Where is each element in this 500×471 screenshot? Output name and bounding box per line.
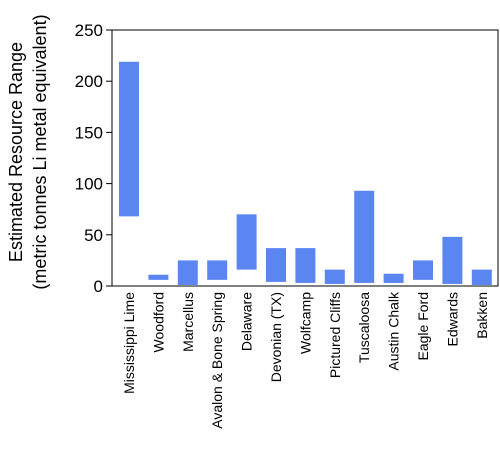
y-axis-title-line1: Estimated Resource Range <box>6 42 26 262</box>
bar <box>236 214 257 270</box>
x-tick-label: Devonian (TX) <box>268 292 284 382</box>
x-tick-label: Eagle Ford <box>415 292 431 360</box>
bar <box>119 61 139 217</box>
plot-frame <box>111 29 499 287</box>
y-axis: 0 50 100 150 200 250 <box>75 21 112 296</box>
y-tick-label: 0 <box>94 277 103 296</box>
bar <box>295 248 316 283</box>
bar <box>177 260 198 285</box>
x-tick-label: Mississippi Lime <box>121 292 137 394</box>
x-tick-label: Delaware <box>239 292 255 351</box>
bar <box>442 236 463 284</box>
x-tick-label: Wolfcamp <box>297 292 313 354</box>
y-tick-label: 200 <box>75 72 103 91</box>
x-tick-label: Woodford <box>150 292 166 352</box>
x-tick-label: Edwards <box>444 292 460 346</box>
x-tick-label: Pictured Cliffs <box>327 292 343 378</box>
y-tick-label: 100 <box>75 175 103 194</box>
y-tick-label: 150 <box>75 123 103 142</box>
x-tick-label: Austin Chalk <box>386 291 402 371</box>
x-tick-label: Avalon & Bone Spring <box>209 292 225 429</box>
bar <box>354 190 375 283</box>
bar <box>324 269 345 284</box>
y-axis-title: Estimated Resource Range (metric tonnes … <box>6 14 50 289</box>
bar <box>383 273 404 283</box>
x-tick-label: Marcellus <box>180 292 196 352</box>
y-tick-label: 250 <box>75 21 103 40</box>
y-tick-label: 50 <box>84 226 103 245</box>
x-tick-label: Tuscaloosa <box>356 292 372 363</box>
bar <box>266 248 286 282</box>
bar <box>207 260 228 280</box>
bars <box>119 61 492 285</box>
bar <box>148 274 169 280</box>
bar <box>413 260 433 280</box>
y-axis-title-line2: (metric tonnes Li metal equivalent) <box>30 14 50 289</box>
bar <box>471 269 492 285</box>
x-axis-labels: Mississippi Lime Woodford Marcellus Avalon … <box>121 291 490 429</box>
x-tick-label: Bakken <box>474 292 490 339</box>
